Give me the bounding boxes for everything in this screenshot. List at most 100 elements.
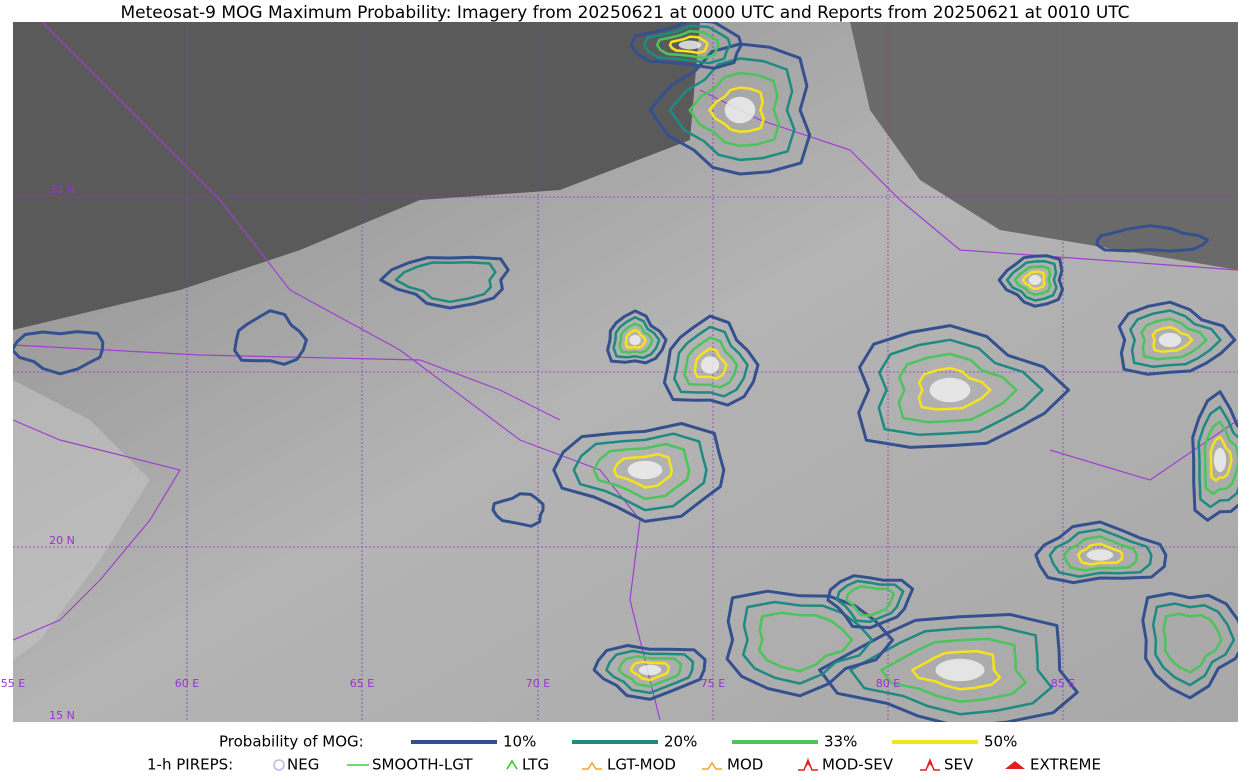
- probability-contour: [1151, 325, 1194, 353]
- probability-contour: [857, 324, 1071, 449]
- pirep-icon: [798, 757, 818, 771]
- bright-cloud: [929, 377, 971, 403]
- probability-contour: [629, 660, 670, 682]
- graticule-labels: 30 N 20 N 15 N 55 E 60 E 65 E 70 E 75 E 80 E 85 E: [1, 183, 1075, 722]
- dark-region: [13, 22, 700, 330]
- bright-cloud: [935, 658, 985, 682]
- probability-contour: [552, 422, 726, 523]
- lon-label: 70 E: [526, 677, 550, 690]
- pirep-label: MOD: [727, 756, 763, 774]
- probability-contour: [741, 600, 874, 685]
- probability-contour: [617, 655, 683, 688]
- probability-contour: [1162, 612, 1223, 674]
- probability-contour: [757, 611, 854, 673]
- probability-contour: [835, 579, 905, 623]
- lat-label: 15 N: [49, 709, 75, 722]
- legend-title: Probability of MOG:: [219, 733, 364, 751]
- legend: Probability of MOG: 10% 20% 33% 50% 1-h PIREP…: [147, 733, 1101, 774]
- probability-contour: [592, 644, 707, 701]
- probability-contour: [618, 322, 654, 355]
- probability-contour: [845, 585, 896, 617]
- probability-contour: [592, 442, 691, 501]
- probability-contour: [1021, 270, 1046, 291]
- probability-contour: [612, 452, 674, 489]
- lon-label: 65 E: [350, 677, 374, 690]
- graticule: [13, 22, 1238, 722]
- bright-cloud: [700, 356, 720, 374]
- probability-contour: [849, 625, 1053, 716]
- probability-contour: [662, 314, 760, 407]
- probability-contour: [612, 316, 661, 360]
- legend-label: 10%: [503, 733, 536, 751]
- probability-contour: [605, 649, 695, 695]
- probability-contour: [233, 309, 308, 366]
- pirep-icon: [702, 761, 722, 770]
- probability-contour: [818, 613, 1079, 722]
- probability-contour: [1197, 405, 1238, 509]
- legend-label: 20%: [664, 733, 697, 751]
- bright-cloud: [1213, 447, 1227, 473]
- lon-label: 55 E: [1, 677, 25, 690]
- probability-contour: [1048, 528, 1153, 578]
- probability-contour: [897, 352, 1018, 424]
- probability-contour: [1095, 224, 1210, 253]
- probability-contour: [1203, 420, 1238, 495]
- probability-contour: [877, 338, 1044, 437]
- bright-cloud: [1158, 332, 1182, 348]
- border: [699, 89, 1238, 481]
- bright-cloud: [629, 334, 641, 346]
- probability-contour: [688, 71, 781, 148]
- probability-contour: [683, 336, 739, 389]
- probability-contour: [1129, 309, 1222, 368]
- border: [41, 22, 661, 721]
- probability-contour: [648, 42, 812, 176]
- bright-cloud: [678, 40, 702, 50]
- pirep-label: LGT-MOD: [607, 756, 676, 774]
- probability-contour: [491, 492, 545, 528]
- probability-contour: [1005, 259, 1058, 302]
- title: Meteosat-9 MOG Maximum Probability: Imag…: [120, 3, 1129, 23]
- probability-contour: [1140, 317, 1208, 361]
- pireps-title: 1-h PIREPS:: [147, 756, 233, 774]
- bright-cloud: [724, 96, 756, 124]
- pirep-label: MOD-SEV: [822, 756, 894, 774]
- probability-contour: [1076, 542, 1124, 566]
- pirep-label: SEV: [944, 756, 974, 774]
- probability-contour: [629, 22, 743, 70]
- probability-contour: [606, 309, 668, 365]
- probability-contour: [624, 328, 647, 350]
- probability-contour: [917, 366, 992, 411]
- pirep-icon: [273, 759, 285, 771]
- probability-contour: [394, 260, 497, 304]
- legend-label: 50%: [984, 733, 1017, 751]
- pirep-icon: [506, 759, 518, 770]
- bright-cloud: [1028, 274, 1042, 286]
- pirep-label: NEG: [287, 756, 319, 774]
- contours: [13, 22, 1238, 722]
- bright-cloud: [627, 460, 663, 480]
- dark-region: [850, 22, 1238, 270]
- map-area: [13, 22, 1238, 722]
- probability-contour: [1117, 300, 1237, 376]
- probability-contour: [642, 24, 732, 65]
- probability-contour: [1191, 390, 1238, 522]
- probability-contour: [997, 254, 1065, 308]
- probability-contour: [655, 29, 720, 60]
- lon-label: 80 E: [876, 677, 900, 690]
- lon-label: 85 E: [1051, 677, 1075, 690]
- pirep-label: EXTREME: [1030, 756, 1101, 774]
- bright-cloud: [638, 664, 662, 676]
- pirep-icon: [920, 757, 940, 771]
- probability-contour: [668, 35, 709, 55]
- probability-contour: [1034, 520, 1168, 585]
- legend-label: 33%: [824, 733, 857, 751]
- pirep-label: SMOOTH-LGT: [372, 756, 473, 774]
- probability-contour: [668, 57, 796, 162]
- lon-label: 75 E: [701, 677, 725, 690]
- probability-contour: [673, 325, 749, 398]
- probability-contour: [1141, 591, 1238, 700]
- probability-contour: [1013, 265, 1052, 296]
- probability-contour: [708, 86, 765, 134]
- probability-contour: [1062, 535, 1139, 572]
